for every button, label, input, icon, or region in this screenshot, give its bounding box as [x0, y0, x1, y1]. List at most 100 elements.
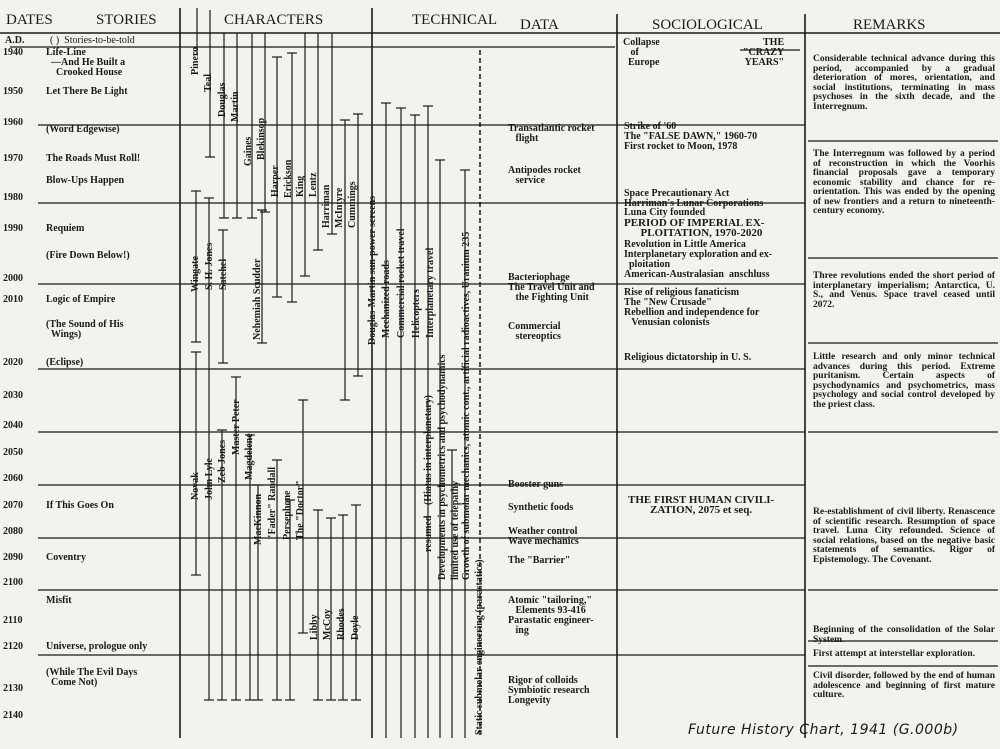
sociological-item: THE "CRAZY YEARS" [743, 37, 785, 68]
technical-item: Commercial rocket travel [396, 228, 407, 338]
data-item: Wave mechanics [508, 536, 579, 547]
character-name: Satchel [218, 258, 229, 290]
character-name: Teal [203, 74, 214, 92]
date-label: 2100 [3, 577, 23, 588]
date-label: 2140 [3, 710, 23, 721]
character-name: "Fader" Randall [267, 466, 278, 540]
story-title: Universe, prologue only [46, 641, 148, 652]
remark: Three revolutions ended the short period… [813, 271, 995, 310]
data-item: Weather control [508, 526, 578, 537]
header-data: DATA [520, 17, 559, 33]
date-label: 2000 [3, 273, 23, 284]
story-title: The Roads Must Roll! [46, 153, 141, 164]
remark: Re-establishment of civil liberty. Renas… [813, 507, 995, 565]
remark: Civil disorder, followed by the end of h… [813, 671, 995, 700]
technical-item: Static submolar engineering (parastatics… [474, 559, 485, 735]
header-remarks: REMARKS [853, 17, 926, 33]
date-label: 2030 [3, 390, 23, 401]
technical-item: Helicopters [411, 289, 422, 338]
sociological-item: Rise of religious fanaticism [624, 287, 740, 298]
date-label: 2120 [3, 641, 23, 652]
date-label: 2040 [3, 420, 23, 431]
story-title: (Word Edgewise) [46, 124, 120, 135]
technical-item: Growth of submolar mechanics, atomic con… [461, 231, 472, 580]
story-title: Blow-Ups Happen [46, 175, 125, 186]
header-characters: CHARACTERS [224, 12, 324, 28]
story-title: Life-Line —And He Built a Crooked House [46, 47, 126, 78]
data-item: The Travel Unit and the Fighting Unit [508, 282, 595, 303]
sociological-item: Rebellion and independence for Venusian … [624, 307, 760, 328]
sociological-item: Revolution in Little America [624, 239, 746, 250]
date-label: 2090 [3, 552, 23, 563]
data-item: Antipodes rocket service [508, 165, 581, 186]
date-label: 2070 [3, 500, 23, 511]
chart-caption: Future History Chart, 1941 (G.000b) [688, 722, 959, 738]
data-item: Transatlantic rocket flight [508, 123, 595, 144]
technical-item: resumed [423, 515, 434, 552]
sociological-item: THE FIRST HUMAN CIVILI- ZATION, 2075 et … [628, 494, 775, 516]
character-name: Erickson [283, 159, 294, 198]
character-name: Rhodes [336, 608, 347, 640]
technical-item: Douglas-Martin sun-power screens [367, 195, 378, 345]
sociological-item: American-Australasian anschluss [624, 269, 770, 280]
remark: The Interregnum was followed by a period… [813, 149, 995, 216]
date-label: 1940 [3, 47, 23, 58]
remark: First attempt at interstellar exploratio… [813, 649, 976, 659]
data-item: Atomic "tailoring," Elements 93-416 [508, 595, 592, 616]
character-name: Martin [230, 91, 241, 122]
character-name: Harriman [321, 184, 332, 228]
header-technical: TECHNICAL [412, 12, 497, 28]
character-name: Doyle [350, 615, 361, 640]
date-label: 2110 [3, 615, 23, 626]
story-title: (Eclipse) [46, 357, 84, 368]
sociological-item: Harriman's Lunar Corporations [624, 198, 764, 209]
data-item: Rigor of colloids Symbiotic research Lon… [508, 675, 590, 706]
sociological-item: The "FALSE DAWN," 1960-70 [624, 131, 758, 142]
technical-item: Developments in psychometrics and psycho… [437, 354, 448, 580]
character-name: Lentz [308, 172, 319, 197]
story-title: Let There Be Light [46, 86, 128, 97]
character-name: McCoy [322, 608, 333, 640]
data-item: Bacteriophage [508, 272, 570, 283]
story-title: Requiem [46, 223, 85, 234]
technical-item: Mechanized roads [381, 260, 392, 338]
date-label: 2060 [3, 473, 23, 484]
character-name: Libby [309, 614, 320, 640]
character-name: Pinero [190, 46, 201, 75]
character-name: Master Peter [231, 399, 242, 455]
sociological-item: Interplanetary exploration and ex- ploit… [624, 249, 773, 270]
story-title: Logic of Empire [46, 294, 116, 305]
sociological-item: Luna City founded [624, 207, 706, 218]
remark: Little research and only minor technical… [813, 352, 995, 410]
date-label: 1980 [3, 192, 23, 203]
character-name: Blekinsop [256, 117, 267, 160]
date-label: 2010 [3, 294, 23, 305]
remark: Considerable technical advance during th… [813, 54, 995, 112]
character-name: The "Doctor" [295, 480, 306, 540]
data-item: Commercial stereoptics [508, 321, 561, 342]
remark: Beginning of the consolidation of the So… [813, 625, 995, 645]
character-name: John Lyle [204, 458, 215, 500]
date-label: 2080 [3, 526, 23, 537]
story-title: Misfit [46, 595, 72, 606]
data-item: The "Barrier" [508, 555, 571, 566]
sociological-item: The "New Crusade" [624, 297, 712, 308]
data-item: Booster guns [508, 479, 564, 490]
character-name: Harper [270, 165, 281, 197]
character-name: Novak [190, 472, 201, 500]
date-label: 1960 [3, 117, 23, 128]
data-item: Synthetic foods [508, 502, 574, 513]
ad-label: A.D. [5, 35, 25, 46]
character-name: Wingate [190, 256, 201, 292]
story-title: (The Sound of His Wings) [46, 319, 124, 340]
stories-legend: ( ) Stories-to-be-told [50, 35, 135, 46]
header-sociological: SOCIOLOGICAL [652, 17, 763, 33]
sociological-item: First rocket to Moon, 1978 [624, 141, 738, 152]
story-title: If This Goes On [46, 500, 114, 511]
header-stories: STORIES [96, 12, 157, 28]
character-name: King [295, 175, 306, 197]
date-label: 2050 [3, 447, 23, 458]
character-name: McIntyre [334, 187, 345, 228]
character-name: Persephone [282, 490, 293, 540]
